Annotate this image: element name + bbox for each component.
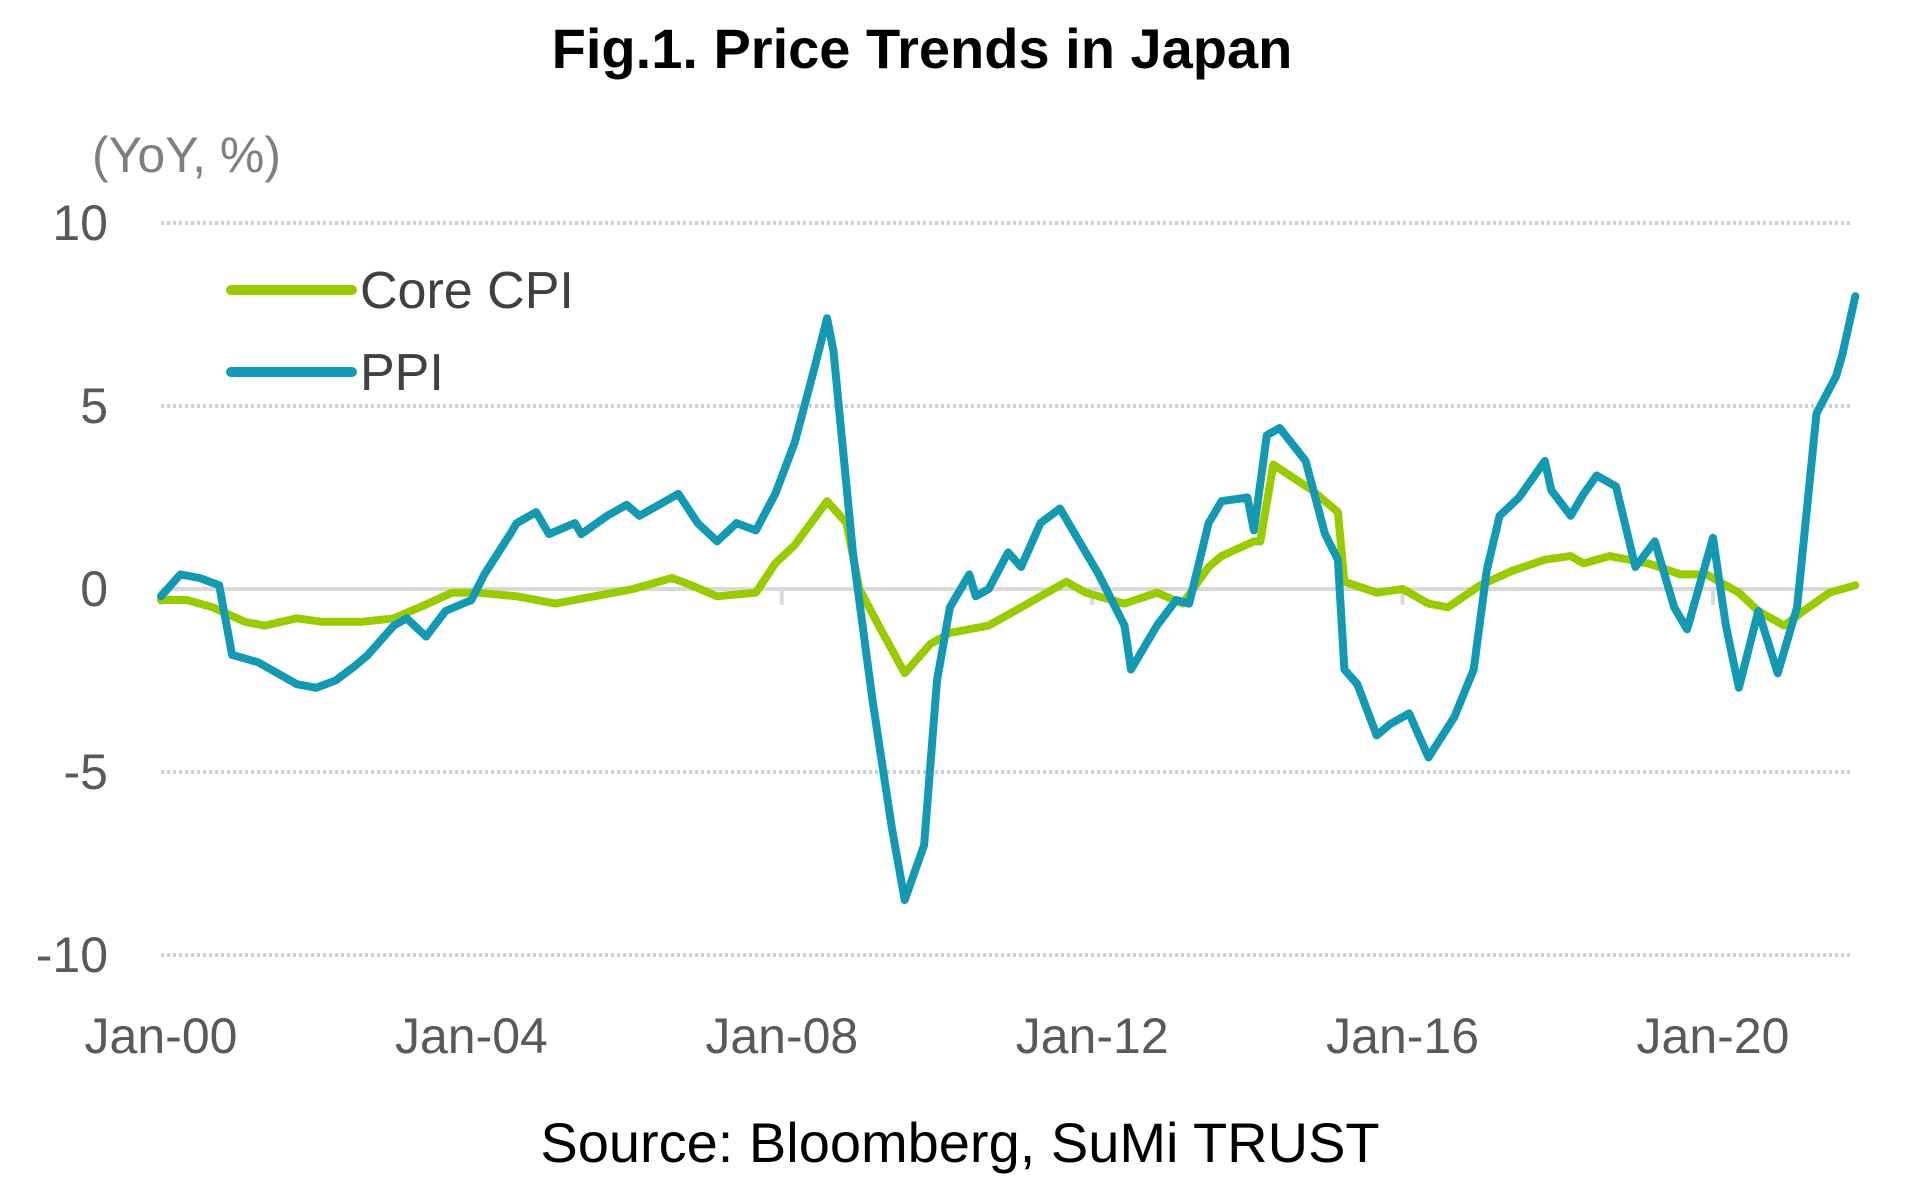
- x-axis-ticks: Jan-00 Jan-04 Jan-08 Jan-12 Jan-16 Jan-20: [85, 1008, 1790, 1064]
- y-tick-label: 10: [52, 195, 108, 251]
- gridlines: [159, 221, 1852, 957]
- x-tick-label: Jan-12: [1016, 1008, 1169, 1064]
- source-note: Source: Bloomberg, SuMi TRUST: [540, 1111, 1379, 1174]
- y-axis-unit-label: (YoY, %): [92, 127, 281, 183]
- y-tick-label: 0: [80, 561, 108, 617]
- series-lines: [157, 292, 1860, 905]
- x-tick-label: Jan-16: [1326, 1008, 1479, 1064]
- y-axis-ticks: 10 5 0 -5 -10: [36, 195, 108, 983]
- legend-label: PPI: [360, 344, 444, 402]
- legend-label: Core CPI: [360, 262, 574, 320]
- x-tick-label: Jan-20: [1637, 1008, 1790, 1064]
- legend: Core CPI PPI: [226, 262, 574, 402]
- x-tick-label: Jan-04: [395, 1008, 548, 1064]
- y-tick-label: 5: [80, 378, 108, 434]
- x-tick-label: Jan-00: [85, 1008, 238, 1064]
- x-tick-label: Jan-08: [705, 1008, 858, 1064]
- chart-title: Fig.1. Price Trends in Japan: [552, 17, 1293, 80]
- y-tick-label: -10: [36, 927, 108, 983]
- series-line-ppi: [157, 292, 1860, 905]
- series-line-core-cpi: [157, 460, 1860, 678]
- y-tick-label: -5: [64, 744, 108, 800]
